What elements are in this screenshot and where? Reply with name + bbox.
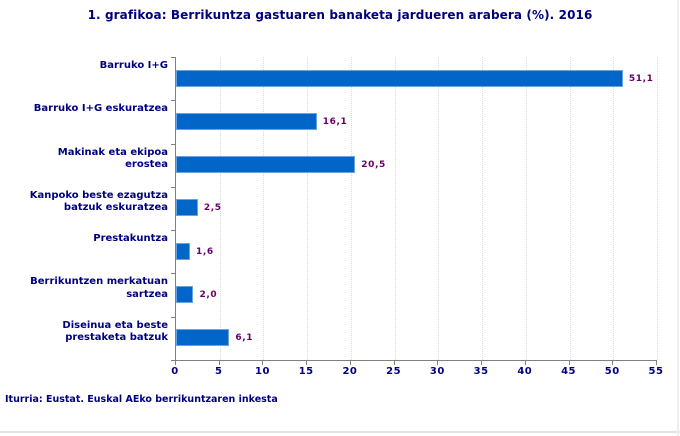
x-tick-label: 55 (648, 366, 664, 377)
bar-value-label: 51,1 (628, 73, 654, 84)
gridline (350, 57, 352, 360)
gridline (438, 57, 440, 360)
y-axis-tick (171, 186, 175, 188)
gridline (394, 57, 396, 360)
gridline (263, 57, 265, 360)
gridline (569, 57, 571, 360)
y-axis-tick (171, 273, 175, 275)
category-label-row: Berrikuntzen merkatuan sartzea (0, 273, 168, 316)
x-tick-label: 30 (429, 366, 445, 377)
x-axis-tick (656, 361, 657, 365)
bar-value-label: 2,5 (203, 203, 222, 214)
bar-row: 2,5 (176, 187, 657, 230)
x-axis-tick (218, 361, 220, 365)
bar-row: 2,0 (176, 273, 657, 316)
category-label: Berrikuntzen merkatuan sartzea (30, 276, 168, 300)
y-axis-tick (171, 100, 175, 102)
bar (176, 242, 190, 260)
x-axis-tick (612, 361, 614, 365)
x-tick-label: 10 (254, 366, 270, 377)
x-tick-label: 40 (517, 366, 533, 377)
plot-area: 51,1 16,1 20,5 2,5 1,6 2,0 6,1 (175, 57, 658, 361)
bar (176, 112, 317, 130)
x-tick-label: 35 (473, 366, 489, 377)
gridline (613, 57, 615, 360)
y-axis-tick (171, 316, 175, 318)
category-label: Barruko I+G (99, 60, 168, 71)
bar (176, 69, 623, 87)
category-labels: Barruko I+G Barruko I+G eskuratzea Makinak… (0, 57, 168, 360)
chart-title: 1. grafikoa: Berrikuntza gastuaren banak… (87, 8, 593, 22)
x-axis-tick (524, 361, 526, 365)
category-label-row: Diseinua eta beste prestaketa batzuk (0, 317, 168, 360)
category-label-row: Kanpoko beste ezagutza batzuk eskuratzea (0, 187, 168, 230)
x-axis-tick (393, 361, 395, 365)
gridline (657, 57, 658, 360)
category-label: Prestakuntza (93, 233, 168, 245)
bar-value-label: 20,5 (361, 160, 386, 171)
x-tick-label: 5 (214, 366, 223, 377)
category-label: Makinak eta ekipoa erostea (57, 146, 168, 171)
y-axis-tick (171, 57, 175, 58)
bar-value-label: 2,0 (199, 290, 218, 301)
x-tick-label: 15 (298, 366, 314, 377)
source-note: Iturria: Eustat. Euskal AEko berrikuntza… (5, 394, 278, 405)
bar-row: 51,1 (176, 57, 657, 100)
category-label: Barruko I+G eskuratzea (33, 103, 168, 115)
y-axis-tick (171, 143, 175, 145)
bar (176, 329, 230, 347)
x-axis-tick (262, 361, 264, 365)
bar-row: 6,1 (176, 317, 657, 360)
x-tick-label: 25 (386, 366, 402, 377)
category-label-row: Barruko I+G eskuratzea (0, 100, 168, 143)
bars-layer: 51,1 16,1 20,5 2,5 1,6 2,0 6,1 (176, 57, 657, 360)
x-tick-label: 45 (561, 366, 576, 377)
category-label-row: Prestakuntza (0, 230, 168, 273)
gridline (219, 57, 221, 360)
bar-row: 16,1 (176, 100, 657, 143)
bar-row: 20,5 (176, 144, 657, 187)
bar-value-label: 16,1 (322, 116, 348, 127)
category-label: Kanpoko beste ezagutza batzuk eskuratzea (29, 189, 168, 214)
x-tick-label: 50 (604, 366, 620, 377)
x-tick-label: 0 (171, 366, 179, 377)
bar-row: 1,6 (176, 230, 657, 273)
y-axis-tick (171, 230, 175, 232)
x-axis-tick (349, 361, 351, 365)
bar (176, 199, 198, 217)
x-tick-label: 20 (342, 366, 358, 377)
x-axis-tick (481, 361, 483, 365)
y-axis-tick (171, 360, 175, 361)
gridline (307, 57, 309, 360)
x-axis-tick (568, 361, 570, 365)
bar-value-label: 1,6 (195, 246, 214, 257)
x-axis-tick (306, 361, 308, 365)
x-axis-tick (437, 361, 439, 365)
bar-value-label: 6,1 (235, 333, 254, 344)
category-label-row: Makinak eta ekipoa erostea (0, 144, 168, 187)
bottom-border-line (0, 431, 680, 433)
gridline (525, 57, 527, 360)
bar (176, 156, 356, 174)
right-border-line (677, 0, 679, 436)
gridline (482, 57, 484, 360)
bar (176, 286, 194, 304)
x-axis-tick (175, 361, 176, 365)
category-label-row: Barruko I+G (0, 57, 168, 100)
category-label: Diseinua eta beste prestaketa batzuk (62, 319, 168, 344)
